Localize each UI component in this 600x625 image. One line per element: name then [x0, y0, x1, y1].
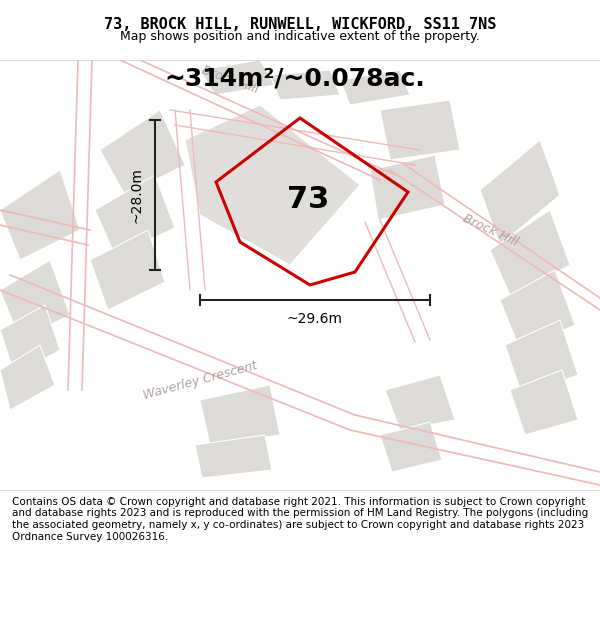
Polygon shape: [185, 105, 360, 265]
Text: Brock Hill: Brock Hill: [460, 212, 520, 248]
Polygon shape: [380, 100, 460, 160]
Text: ~28.0m: ~28.0m: [129, 167, 143, 223]
Polygon shape: [0, 305, 60, 375]
Polygon shape: [490, 210, 570, 295]
Polygon shape: [100, 110, 185, 195]
Polygon shape: [200, 60, 275, 95]
Polygon shape: [505, 320, 578, 395]
Text: ~29.6m: ~29.6m: [287, 312, 343, 326]
Polygon shape: [0, 345, 55, 410]
Text: Contains OS data © Crown copyright and database right 2021. This information is : Contains OS data © Crown copyright and d…: [12, 497, 588, 541]
Polygon shape: [370, 155, 445, 220]
Text: ~314m²/~0.078ac.: ~314m²/~0.078ac.: [164, 66, 425, 90]
Polygon shape: [270, 70, 340, 100]
Polygon shape: [500, 270, 575, 350]
Text: 73: 73: [287, 186, 329, 214]
Polygon shape: [195, 435, 272, 478]
Polygon shape: [385, 375, 455, 430]
Text: Brock Hill: Brock Hill: [200, 64, 260, 96]
Polygon shape: [510, 370, 578, 435]
Text: Waverley Crescent: Waverley Crescent: [142, 359, 259, 401]
Polygon shape: [0, 170, 80, 260]
Polygon shape: [340, 70, 410, 105]
Polygon shape: [95, 175, 175, 255]
Text: Map shows position and indicative extent of the property.: Map shows position and indicative extent…: [120, 30, 480, 43]
Polygon shape: [480, 140, 560, 245]
Polygon shape: [200, 385, 280, 445]
Text: 73, BROCK HILL, RUNWELL, WICKFORD, SS11 7NS: 73, BROCK HILL, RUNWELL, WICKFORD, SS11 …: [104, 17, 496, 32]
Polygon shape: [90, 230, 165, 310]
Polygon shape: [380, 422, 442, 472]
Polygon shape: [0, 260, 70, 340]
